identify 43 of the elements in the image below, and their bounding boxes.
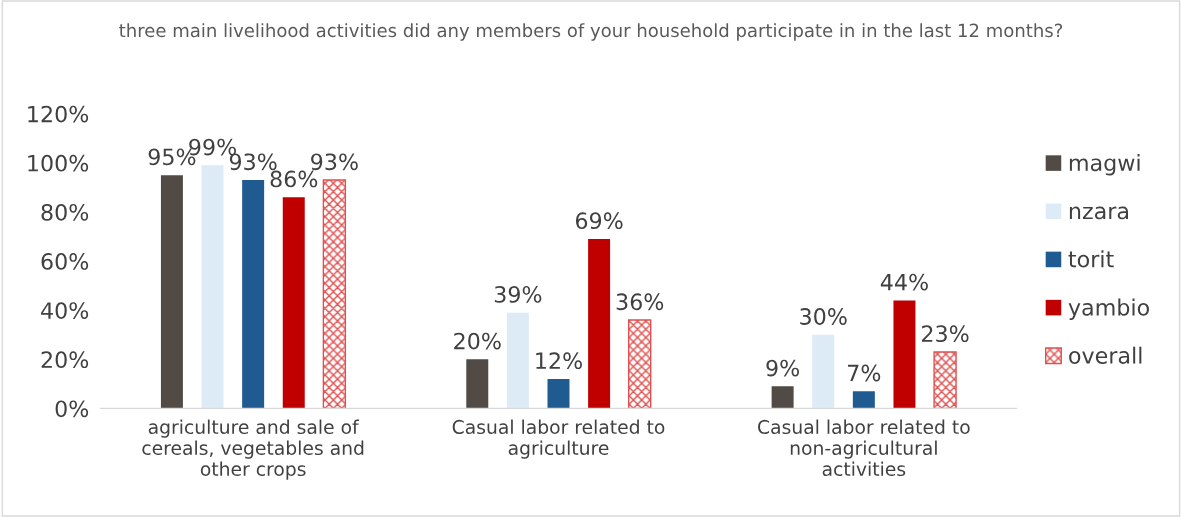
legend-label: yambio	[1068, 298, 1149, 321]
x-tick-label: Casual labor related to non-agricultural activities	[758, 419, 970, 477]
bar	[506, 312, 529, 409]
legend-label: overall	[1069, 346, 1142, 364]
bar	[933, 351, 957, 409]
y-tick-label: 80%	[41, 203, 89, 221]
y-tick-label: 120%	[28, 105, 89, 123]
bar	[547, 378, 570, 409]
bar	[282, 197, 305, 409]
data-label: 36%	[616, 293, 664, 311]
bar	[852, 391, 875, 409]
data-label: 7%	[848, 364, 881, 382]
data-label: 86%	[270, 170, 318, 188]
data-label: 20%	[454, 332, 501, 350]
bar	[893, 300, 916, 409]
bar	[201, 165, 224, 409]
data-label: 39%	[494, 285, 542, 303]
x-tick-label: agriculture and sale of cereals, vegetables and other crops	[142, 419, 364, 480]
data-label: 9%	[766, 359, 800, 377]
bar	[588, 238, 611, 409]
data-label: 12%	[536, 352, 582, 370]
bar	[628, 319, 652, 409]
data-label: 44%	[880, 273, 928, 291]
x-tick-label: Casual labor related to agriculture	[452, 419, 665, 459]
data-label: 30%	[800, 308, 847, 325]
y-tick-label: 60%	[41, 253, 89, 270]
bar	[771, 386, 794, 409]
data-label: 69%	[575, 212, 623, 230]
legend-label: torit	[1068, 250, 1114, 268]
chart-title: three main livelihood activities did any members of your household participate in in the last 12 months?	[119, 23, 1063, 41]
bar	[322, 179, 347, 409]
y-tick-label: 20%	[41, 351, 89, 369]
y-tick-label: 0%	[55, 400, 89, 418]
bar	[812, 334, 835, 409]
bar	[160, 175, 183, 409]
data-label: 93%	[311, 153, 358, 171]
data-label: 23%	[922, 325, 969, 343]
legend-label: magwi	[1069, 153, 1140, 176]
legend-label: nzara	[1069, 206, 1129, 220]
bar	[242, 180, 265, 409]
y-tick-label: 100%	[28, 154, 89, 172]
y-tick-label: 40%	[41, 302, 89, 319]
bar	[466, 359, 489, 409]
